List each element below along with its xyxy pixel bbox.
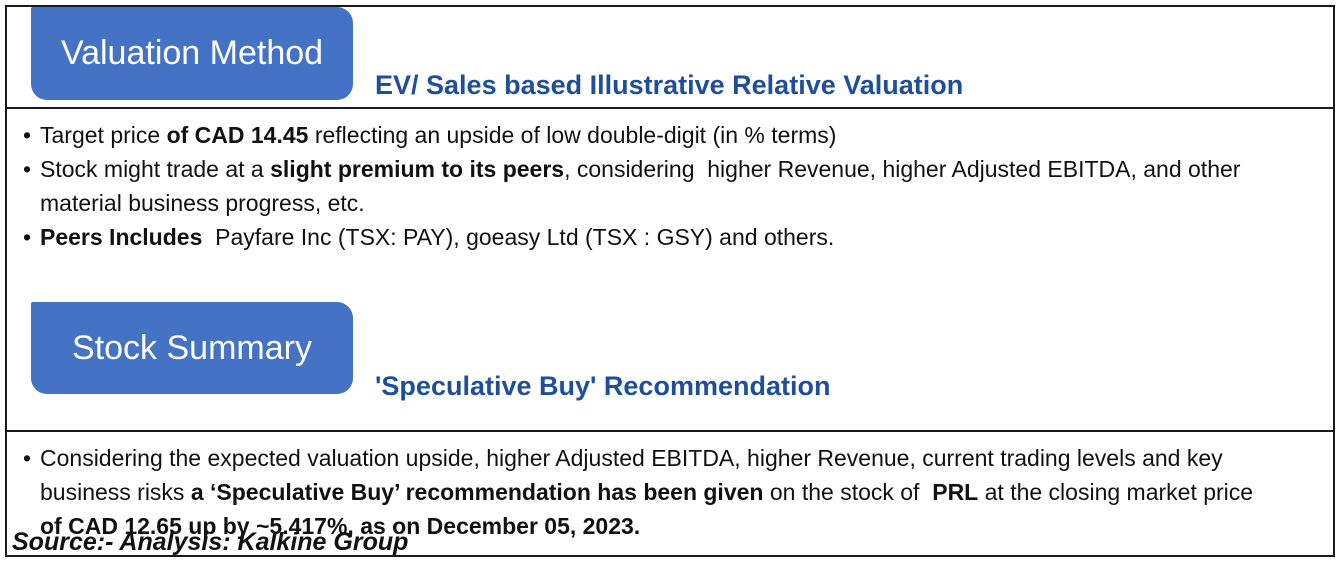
stock-summary-section: Stock Summary 'Speculative Buy' Recommen… [7,302,1333,555]
stock-summary-tab: Stock Summary [31,302,353,394]
valuation-method-bullets: Target price of CAD 14.45 reflecting an … [7,109,1333,266]
stock-summary-heading: 'Speculative Buy' Recommendation [375,371,831,401]
stock-summary-tab-label: Stock Summary [72,328,312,367]
section-divider-space [7,266,1333,302]
stock-summary-bullets: Considering the expected valuation upsid… [7,432,1333,555]
valuation-method-section: Valuation Method EV/ Sales based Illustr… [7,7,1333,266]
stock-summary-header: Stock Summary 'Speculative Buy' Recommen… [7,302,1333,432]
bullet-item: Stock might trade at a slight premium to… [23,152,1278,220]
bullet-text: Considering the expected valuation upsid… [40,445,1260,539]
bullet-item: Considering the expected valuation upsid… [23,441,1278,543]
bullet-item: Target price of CAD 14.45 reflecting an … [23,118,1278,152]
bullet-text: Target price of CAD 14.45 reflecting an … [40,122,837,148]
valuation-method-header: Valuation Method EV/ Sales based Illustr… [7,7,1333,109]
bullet-item: Peers Includes Payfare Inc (TSX: PAY), g… [23,220,1278,254]
report-panel: Valuation Method EV/ Sales based Illustr… [5,5,1335,557]
valuation-method-heading: EV/ Sales based Illustrative Relative Va… [375,70,964,100]
bullet-text: Peers Includes Payfare Inc (TSX: PAY), g… [40,224,835,250]
bullet-text: Stock might trade at a slight premium to… [40,156,1247,216]
valuation-method-tab-label: Valuation Method [60,34,324,72]
valuation-method-tab: Valuation Method [31,7,353,100]
source-note: Source:- Analysis: Kalkine Group [12,528,409,556]
